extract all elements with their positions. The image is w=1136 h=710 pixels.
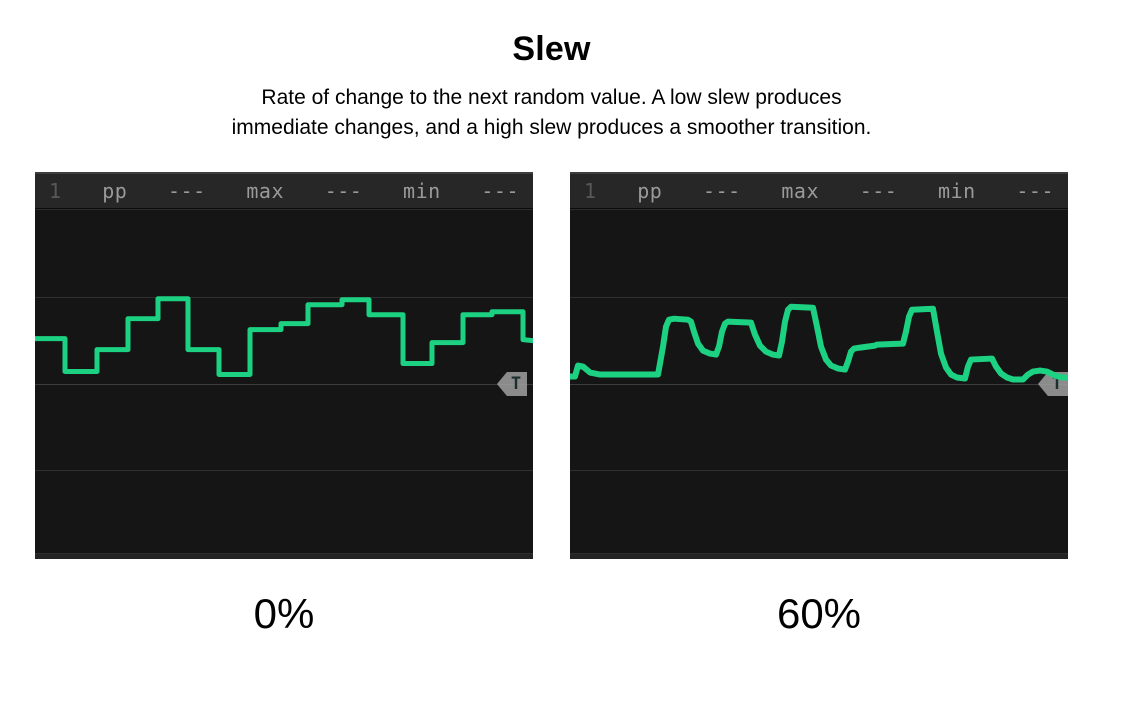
gridline: [570, 470, 1068, 471]
page-subtitle: Rate of change to the next random value.…: [0, 83, 1103, 143]
scope-panel-low-slew: 1 pp --- max --- min --- T: [35, 172, 533, 638]
gridline: [570, 297, 1068, 298]
channel-number: 1: [49, 179, 62, 203]
waveform-smoothed: [570, 303, 1068, 383]
scope-header: 1 pp --- max --- min ---: [35, 172, 533, 209]
min-label: min: [938, 179, 976, 203]
trigger-marker-label: T: [510, 374, 522, 394]
page-title: Slew: [512, 30, 591, 68]
slew-value-label: 60%: [776, 590, 862, 637]
pp-label: pp: [637, 179, 663, 203]
channel-number: 1: [584, 179, 597, 203]
slew-value-label: 0%: [253, 590, 315, 637]
scope-footer-bar: [35, 553, 533, 559]
subtitle-line-2: immediate changes, and a high slew produ…: [231, 116, 872, 139]
pp-value: ---: [703, 179, 741, 203]
waveform-stepped: [35, 296, 533, 378]
scope-panel-high-slew: 1 pp --- max --- min --- T: [570, 172, 1068, 638]
trigger-gridline: [570, 384, 1068, 385]
scope-display: T: [35, 209, 533, 553]
scope-panels: 1 pp --- max --- min --- T: [35, 172, 1103, 638]
pp-value: ---: [168, 179, 206, 203]
scope-header: 1 pp --- max --- min ---: [570, 172, 1068, 209]
scope-footer-bar: [570, 553, 1068, 559]
min-value: ---: [1016, 179, 1054, 203]
scope-display: T: [570, 209, 1068, 553]
scope-screen: 1 pp --- max --- min --- T: [35, 172, 533, 559]
min-value: ---: [481, 179, 519, 203]
gridline: [35, 470, 533, 471]
pp-label: pp: [102, 179, 128, 203]
max-label: max: [781, 179, 819, 203]
subtitle-line-1: Rate of change to the next random value.…: [261, 86, 842, 109]
max-value: ---: [324, 179, 363, 203]
trigger-gridline: [35, 384, 533, 385]
page-content: Slew Rate of change to the next random v…: [0, 30, 1103, 638]
max-label: max: [246, 179, 284, 203]
scope-screen: 1 pp --- max --- min --- T: [570, 172, 1068, 559]
trigger-marker-label: T: [1051, 374, 1063, 394]
max-value: ---: [859, 179, 898, 203]
min-label: min: [403, 179, 441, 203]
gridline: [35, 297, 533, 298]
